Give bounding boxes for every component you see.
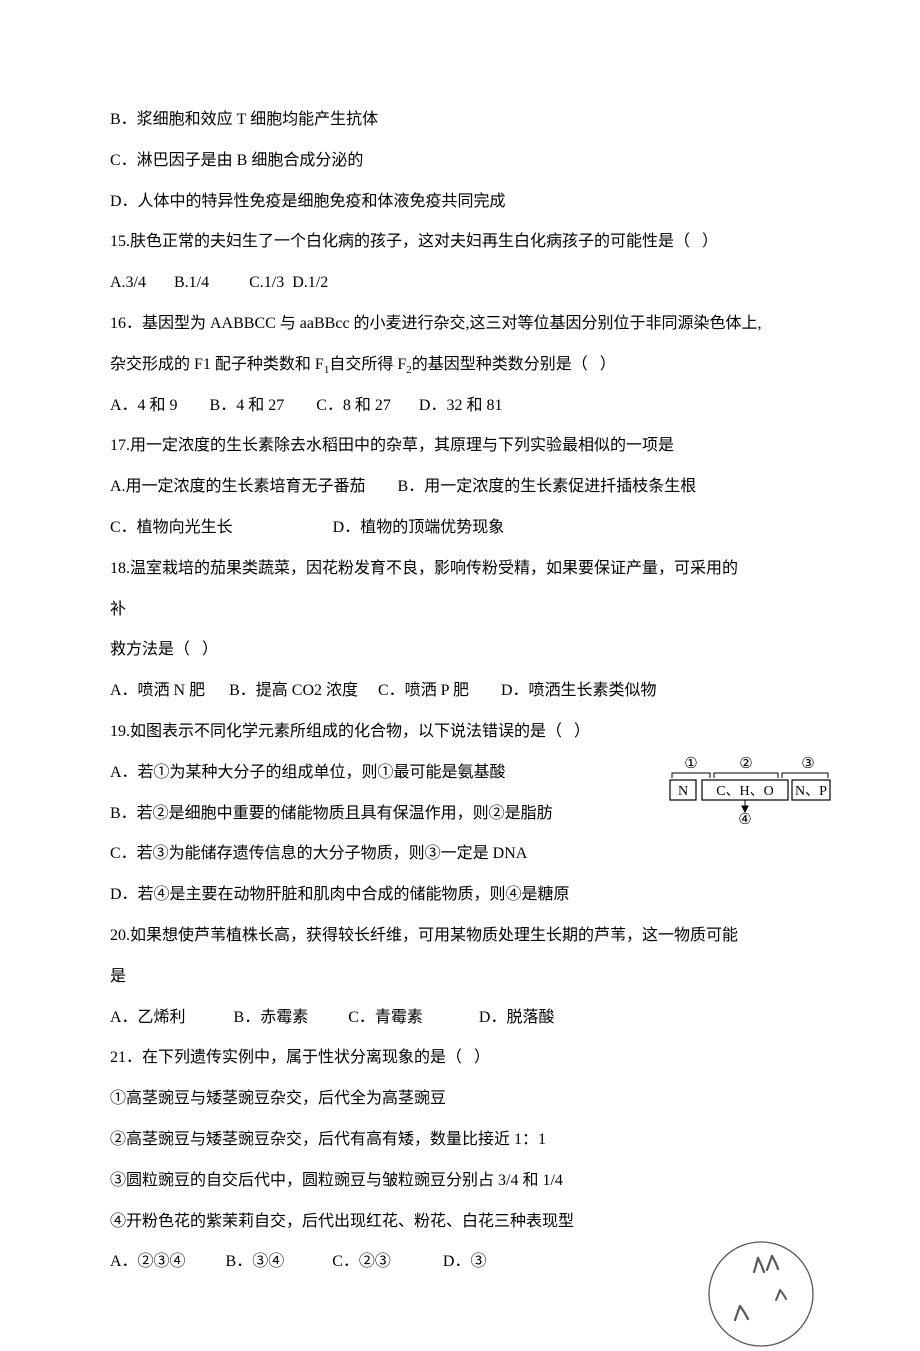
q19-circle-4: ④ [738, 812, 751, 826]
q19-option-d: D．若④是主要在动物肝脏和肌肉中合成的储能物质，则④是糖原 [110, 875, 810, 916]
q19-circle-2: ② [739, 756, 752, 772]
q21-l3: ③圆粒豌豆的自交后代中，圆粒豌豆与皱粒豌豆分别占 3/4 和 1/4 [110, 1161, 810, 1202]
q21-cell-diagram [702, 1236, 820, 1351]
q19-stem: 19.如图表示不同化学元素所组成的化合物，以下说法错误的是（ ） [110, 712, 810, 753]
q19-box-np: N、P [795, 784, 827, 799]
q16-stem-1: 16．基因型为 AABBCC 与 aaBBcc 的小麦进行杂交,这三对等位基因分… [110, 304, 810, 345]
q17-options-1: A.用一定浓度的生长素培育无子番茄 B．用一定浓度的生长素促进扦插枝条生根 [110, 467, 810, 508]
q18-options: A．喷洒 N 肥 B．提高 CO2 浓度 C．喷洒 P 肥 D．喷洒生长素类似物 [110, 671, 810, 712]
q15-stem: 15.肤色正常的夫妇生了一个白化病的孩子，这对夫妇再生白化病孩子的可能性是（ ） [110, 222, 810, 263]
q16-stem-2-post: 的基因型种类数分别是（ ） [412, 356, 616, 373]
q16-options: A．4 和 9 B．4 和 27 C．8 和 27 D．32 和 81 [110, 386, 810, 427]
q19-box-n: N [678, 784, 688, 799]
q20-options: A．乙烯利 B．赤霉素 C．青霉素 D．脱落酸 [110, 998, 810, 1039]
q17-stem: 17.用一定浓度的生长素除去水稻田中的杂草，其原理与下列实验最相似的一项是 [110, 426, 810, 467]
q20-stem-1: 20.如果想使芦苇植株长高，获得较长纤维，可用某物质处理生长期的芦苇，这一物质可… [110, 916, 810, 957]
q21-l1: ①高茎豌豆与矮茎豌豆杂交，后代全为高茎豌豆 [110, 1079, 810, 1120]
q15-options: A.3/4 B.1/4 C.1/3 D.1/2 [110, 263, 810, 304]
q18-stem-1: 18.温室栽培的茄果类蔬菜，因花粉发育不良，影响传粉受精，如果要保证产量，可采用… [110, 549, 810, 590]
q19-circle-3: ③ [801, 756, 814, 772]
q19-box-cho: C、H、O [716, 784, 774, 799]
q14-option-c: C．淋巴因子是由 B 细胞合成分泌的 [110, 141, 810, 182]
q20-stem-2: 是 [110, 957, 810, 998]
q21-stem: 21．在下列遗传实例中，属于性状分离现象的是（ ） [110, 1038, 810, 1079]
q19-diagram: ① ② ③ N C、H、O N、P [660, 754, 832, 826]
q17-options-2: C．植物向光生长 D．植物的顶端优势现象 [110, 508, 810, 549]
q21-l2: ②高茎豌豆与矮茎豌豆杂交，后代有高有矮，数量比接近 1：1 [110, 1120, 810, 1161]
q16-stem-2-mid: 自交所得 F [329, 356, 406, 373]
q14-option-b: B．浆细胞和效应 T 细胞均能产生抗体 [110, 100, 810, 141]
q16-stem-2: 杂交形成的 F1 配子种类数和 F1自交所得 F2的基因型种类数分别是（ ） [110, 345, 810, 386]
q18-stem-3: 救方法是（ ） [110, 630, 810, 671]
q14-option-d: D．人体中的特异性免疫是细胞免疫和体液免疫共同完成 [110, 182, 810, 223]
q18-stem-2: 补 [110, 590, 810, 631]
q19-option-c: C．若③为能储存遗传信息的大分子物质，则③一定是 DNA [110, 834, 810, 875]
q16-stem-2-pre: 杂交形成的 F1 配子种类数和 F [110, 356, 324, 373]
q19-circle-1: ① [684, 756, 697, 772]
